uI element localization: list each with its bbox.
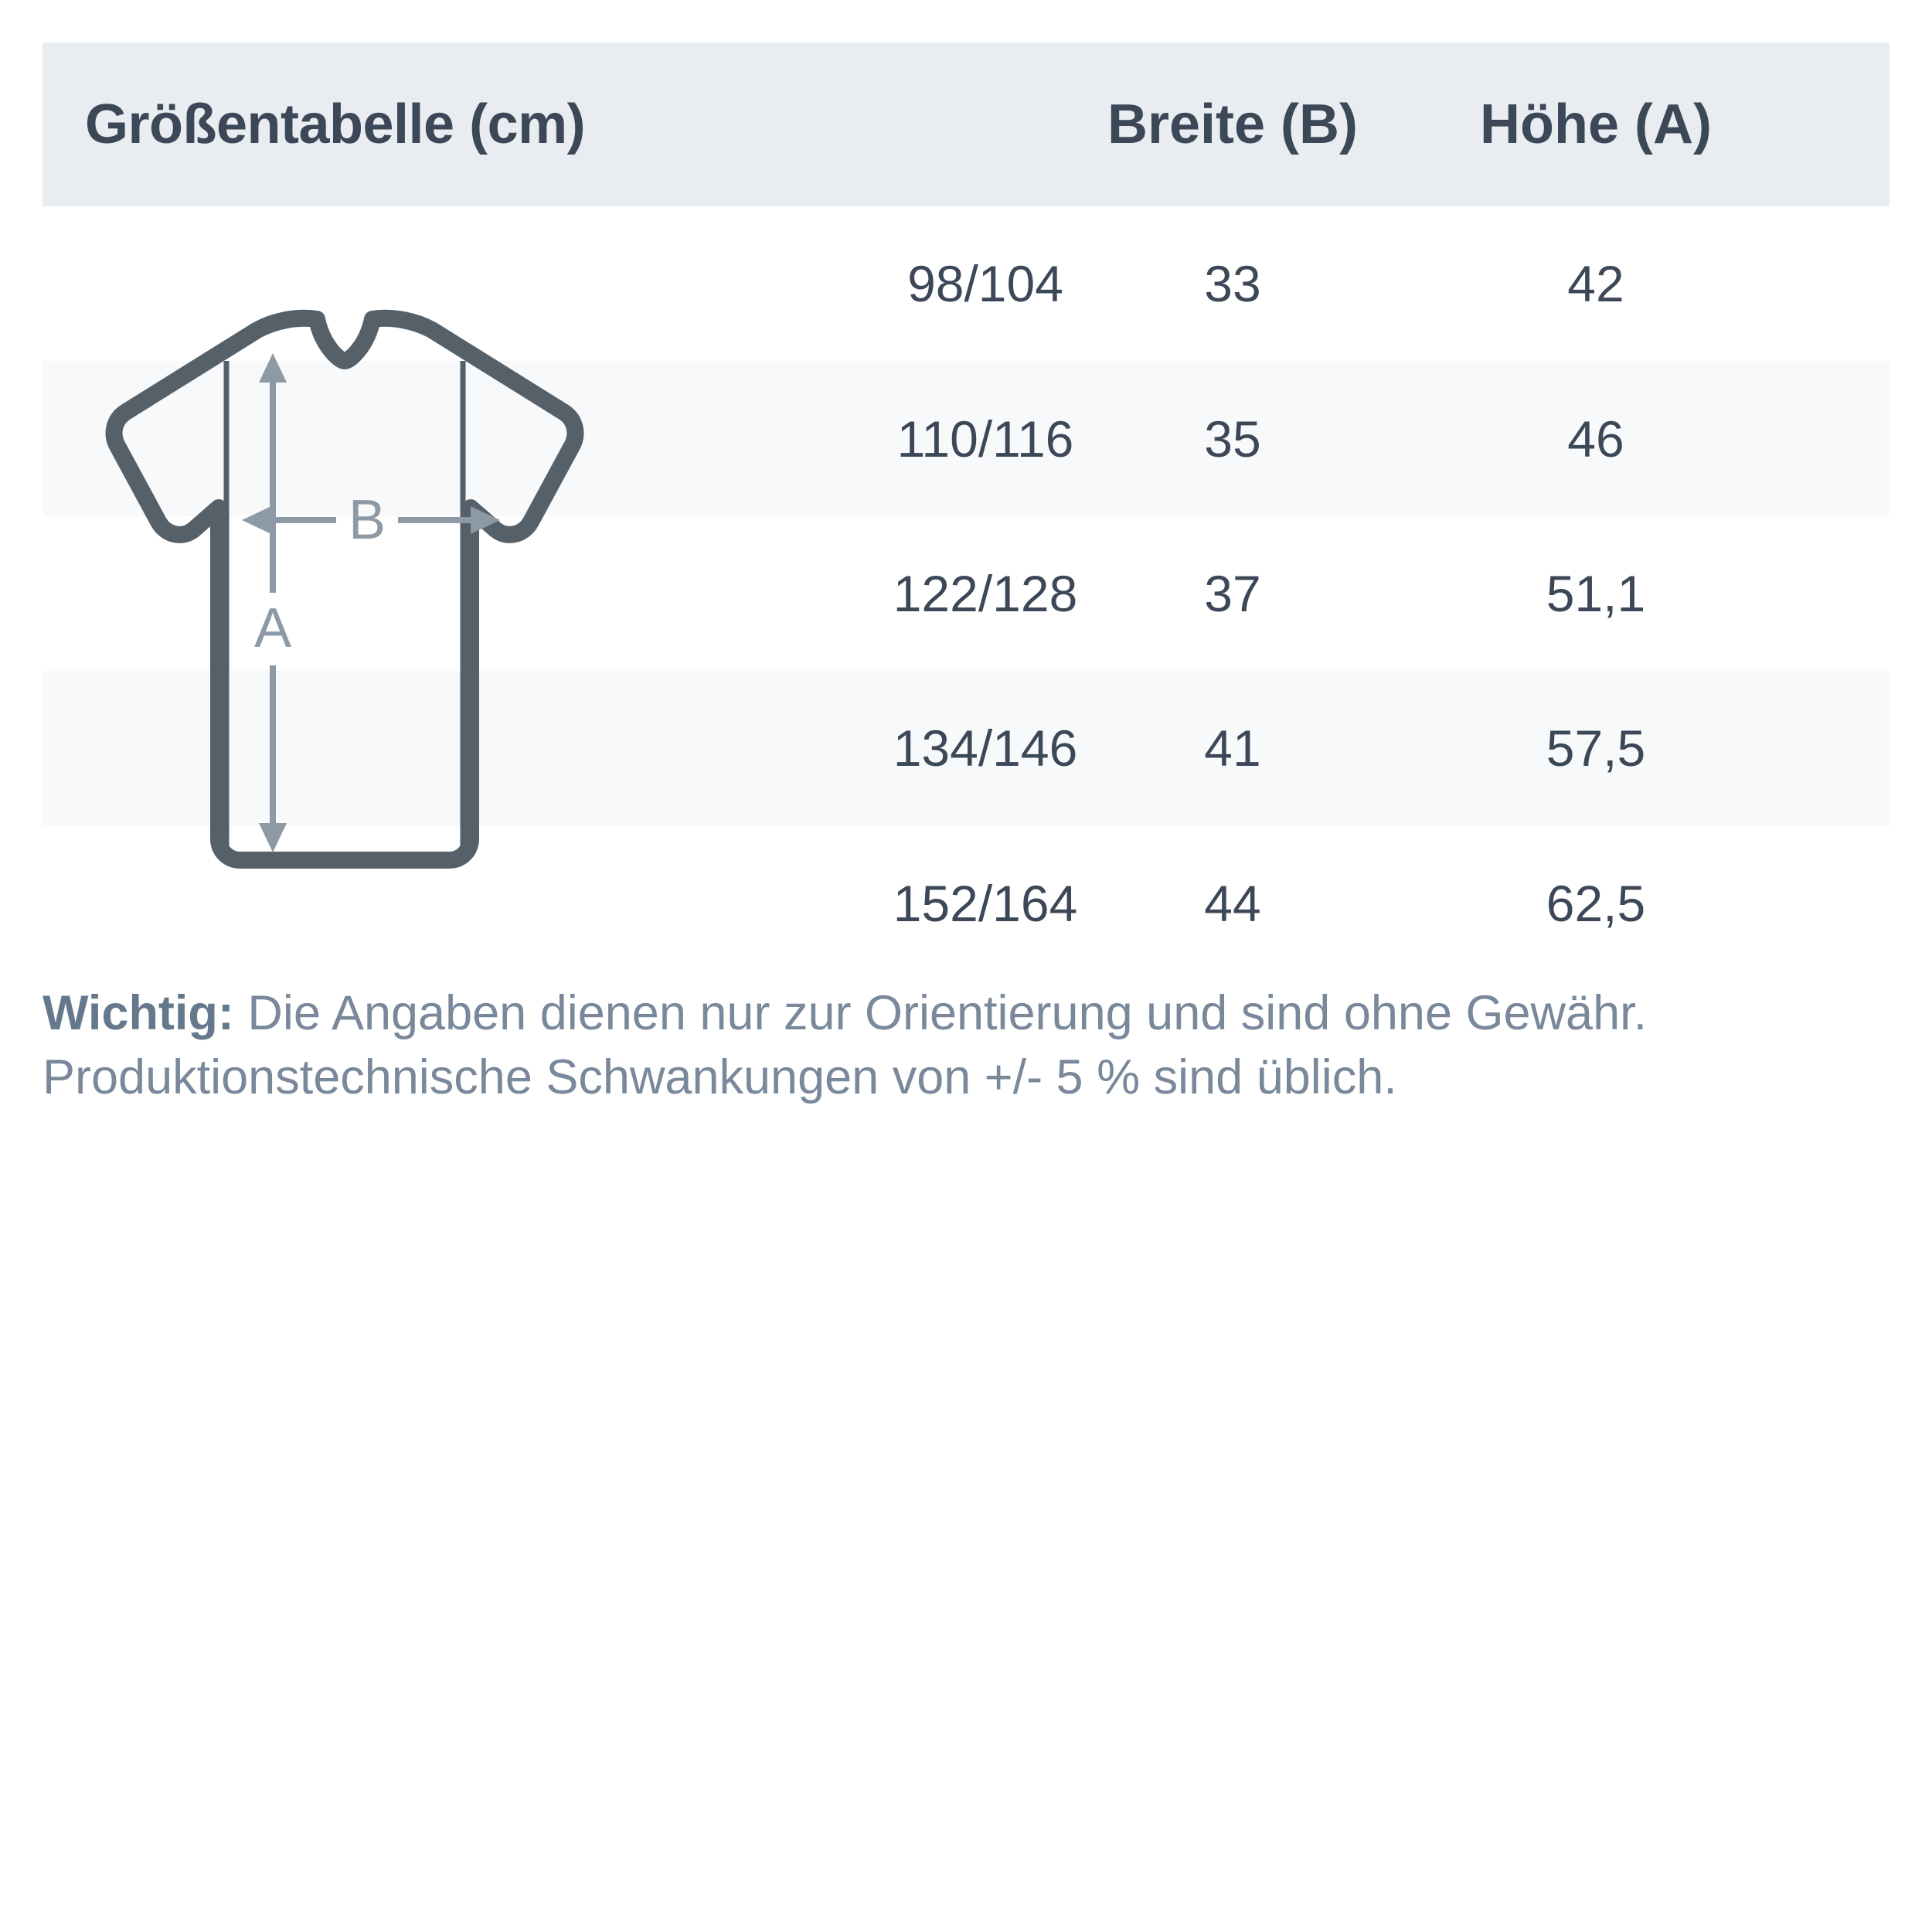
height-label: A bbox=[254, 597, 291, 659]
table-row: 122/128 37 51,1 bbox=[43, 516, 1889, 671]
cell-hoehe: 42 bbox=[1567, 255, 1624, 313]
width-measure-arrow bbox=[242, 506, 500, 534]
table-body: 98/104 33 42 110/116 35 46 122/128 37 51… bbox=[43, 206, 1889, 981]
cell-breite: 35 bbox=[1204, 410, 1261, 468]
table-row: 110/116 35 46 bbox=[43, 361, 1889, 516]
cell-breite: 33 bbox=[1204, 255, 1261, 313]
height-measure-arrow bbox=[259, 353, 287, 852]
cell-hoehe: 62,5 bbox=[1546, 874, 1646, 932]
cell-hoehe: 46 bbox=[1567, 410, 1624, 468]
page-title: Größentabelle (cm) bbox=[85, 94, 586, 155]
cell-hoehe: 51,1 bbox=[1546, 564, 1646, 622]
cell-hoehe: 57,5 bbox=[1546, 719, 1646, 777]
column-header-breite: Breite (B) bbox=[1107, 94, 1359, 155]
cell-size: 98/104 bbox=[907, 255, 1063, 313]
width-label: B bbox=[349, 489, 386, 551]
table-header: Größentabelle (cm) Breite (B) Höhe (A) bbox=[43, 43, 1889, 206]
tshirt-icon: A B bbox=[105, 309, 584, 869]
cell-breite: 37 bbox=[1204, 564, 1261, 622]
cell-size: 122/128 bbox=[893, 564, 1078, 622]
shirt-outline bbox=[105, 309, 584, 869]
cell-size: 152/164 bbox=[893, 874, 1078, 932]
size-chart: Größentabelle (cm) Breite (B) Höhe (A) 9… bbox=[43, 43, 1889, 981]
cell-breite: 44 bbox=[1204, 874, 1261, 932]
disclaimer-note: Wichtig: Die Angaben dienen nur zur Orie… bbox=[43, 981, 1897, 1110]
cell-size: 134/146 bbox=[893, 719, 1078, 777]
tshirt-measurement-diagram: A B bbox=[66, 298, 699, 916]
disclaimer-strong-label: Wichtig: bbox=[43, 986, 234, 1040]
column-header-hoehe: Höhe (A) bbox=[1480, 94, 1712, 155]
cell-breite: 41 bbox=[1204, 719, 1261, 777]
cell-size: 110/116 bbox=[896, 410, 1074, 468]
disclaimer-line-1: Wichtig: Die Angaben dienen nur zur Orie… bbox=[43, 981, 1897, 1046]
table-body-area: 98/104 33 42 110/116 35 46 122/128 37 51… bbox=[43, 206, 1889, 981]
table-row: 98/104 33 42 bbox=[43, 206, 1889, 361]
disclaimer-line-2: Produktionstechnische Schwankungen von +… bbox=[43, 1050, 1397, 1105]
table-row: 134/146 41 57,5 bbox=[43, 671, 1889, 826]
disclaimer-line-1-text: Die Angaben dienen nur zur Orientierung … bbox=[233, 986, 1648, 1040]
table-row: 152/164 44 62,5 bbox=[43, 826, 1889, 981]
